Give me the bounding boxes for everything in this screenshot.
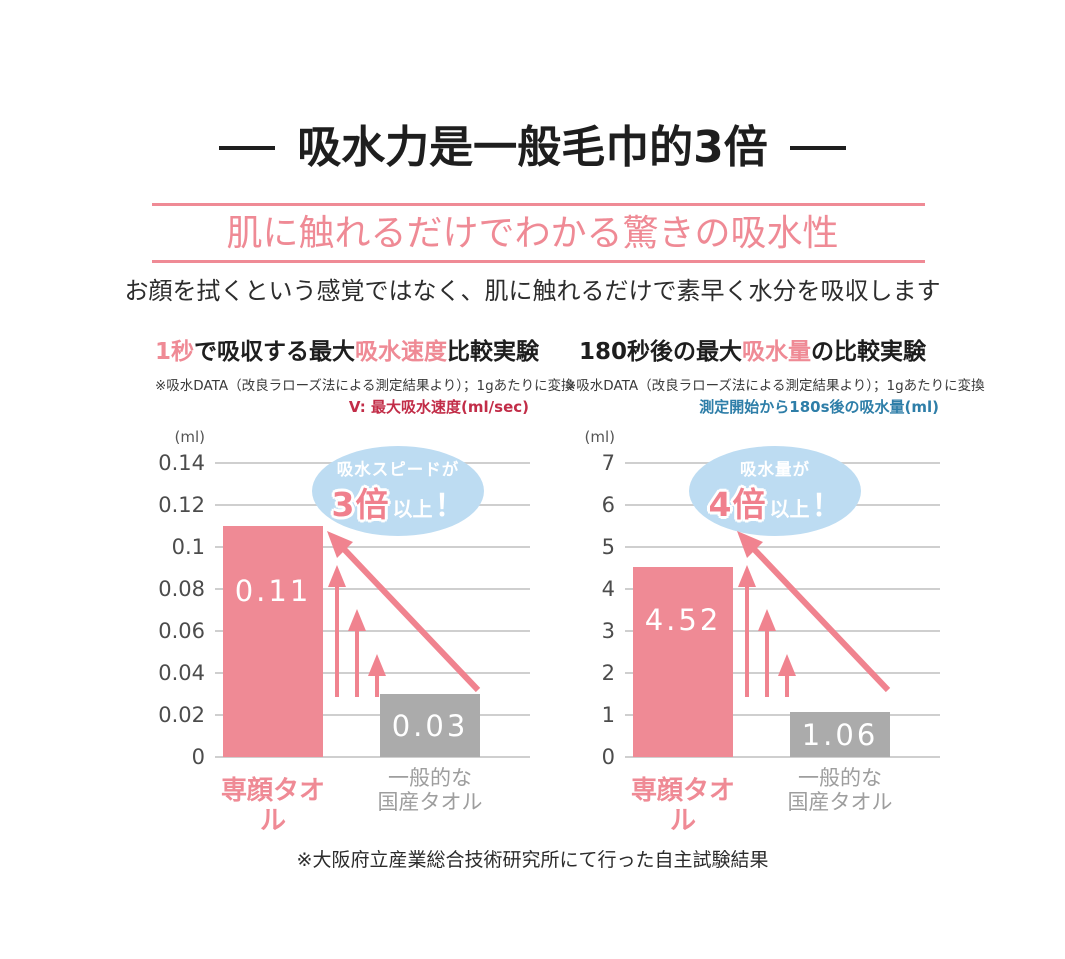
banner-heading: 肌に触れるだけでわかる驚きの吸水性 xyxy=(226,213,839,254)
subtitle-text: お顔を拭くという感覚ではなく、肌に触れるだけで素早く水分を吸収します xyxy=(124,277,941,305)
chart-canvas: (ml) 吸水量が 4倍 以上 ！ xyxy=(565,422,945,836)
y-tick-label: 0.06 xyxy=(158,619,205,643)
x-category-label-line: 一般的な xyxy=(798,766,882,790)
page-title: 吸水力是一般毛巾的3倍 xyxy=(297,122,768,173)
axis-definition-note: 測定開始から180s後の吸水量(ml) xyxy=(699,398,939,416)
y-tick-label: 6 xyxy=(601,493,615,517)
gridline xyxy=(215,714,530,716)
y-tick-label: 0.04 xyxy=(158,661,205,685)
main-title-row: 吸水力是一般毛巾的3倍 xyxy=(0,122,1065,174)
bar-value-label: 0.11 xyxy=(234,573,312,608)
bubble-multiplier: 3倍 xyxy=(331,485,390,524)
y-axis-unit-label: (ml) xyxy=(174,428,205,446)
x-category-label-line: 一般的な xyxy=(388,766,472,790)
x-category-label-line: 国産タオル xyxy=(787,790,893,814)
y-tick-label: 0.1 xyxy=(171,535,205,559)
x-category-label-line: 国産タオル xyxy=(377,790,483,814)
chart-absorption-speed: 1秒で吸収する最大吸水速度比較実験 ※吸水DATA（改良ラローズ法による測定結果… xyxy=(155,338,575,836)
x-category-label: 一般的な 国産タオル xyxy=(370,766,490,814)
bubble-suffix: 以上 xyxy=(769,497,810,521)
chart-data-note: ※吸水DATA（改良ラローズ法による測定結果より）；1gあたりに変換 xyxy=(155,378,575,394)
x-category-label: 一般的な 国産タオル xyxy=(780,766,900,814)
gridline xyxy=(215,756,530,758)
divider-line-bottom xyxy=(152,260,925,263)
chart-title-segment: で吸収する最大 xyxy=(194,339,356,365)
y-tick-label: 2 xyxy=(601,661,615,685)
y-tick-label: 7 xyxy=(601,451,615,475)
bubble-emphasis-row: 4倍 以上 ！ xyxy=(709,478,842,526)
chart-title-segment: 吸水量 xyxy=(742,339,812,365)
x-category-label-line: 専顔タオル xyxy=(630,776,735,836)
bubble-suffix: 以上 xyxy=(392,497,433,521)
bar-value-label: 0.03 xyxy=(391,708,469,743)
bubble-exclamation: ！ xyxy=(811,489,842,524)
bar-value-label: 1.06 xyxy=(801,717,879,752)
x-category-label-line: 専顔タオル xyxy=(220,776,325,836)
bubble-multiplier: 4倍 xyxy=(708,485,767,524)
divider-line-top xyxy=(152,203,925,206)
axis-definition-note: V: 最大吸水速度(ml/sec) xyxy=(348,398,529,416)
chart-title-segment: 1秒 xyxy=(155,339,195,365)
title-dash-left-icon xyxy=(219,146,276,150)
gridline xyxy=(625,756,940,758)
y-tick-label: 1 xyxy=(601,703,615,727)
y-tick-label: 0.02 xyxy=(158,703,205,727)
y-tick-label: 5 xyxy=(601,535,615,559)
bubble-caption: 吸水量が xyxy=(740,460,810,479)
pink-bar xyxy=(223,526,323,757)
highlight-bubble: 吸水スピードが 3倍 以上 ！ xyxy=(312,446,484,536)
y-tick-label: 0.12 xyxy=(158,493,205,517)
gridline xyxy=(625,714,940,716)
title-dash-right-icon xyxy=(789,146,846,150)
y-tick-label: 0 xyxy=(601,745,615,769)
bubble-emphasis-row: 3倍 以上 ！ xyxy=(332,478,465,526)
x-category-label: 専顔タオル xyxy=(623,776,743,836)
chart-title-segment: 吸水速度 xyxy=(355,339,448,365)
x-category-label: 専顔タオル xyxy=(213,776,333,836)
gray-bar xyxy=(380,694,480,757)
y-axis-unit-label: (ml) xyxy=(584,428,615,446)
y-tick-label: 0 xyxy=(191,745,205,769)
bar-value-label: 4.52 xyxy=(644,603,722,638)
y-tick-label: 0.08 xyxy=(158,577,205,601)
chart-title-segment: の比較実験 xyxy=(811,339,927,365)
chart-canvas: (ml) 吸水スピードが 3倍 以上 ！ xyxy=(155,422,535,836)
y-tick-label: 3 xyxy=(601,619,615,643)
pink-bar xyxy=(633,567,733,757)
chart-title: 1秒で吸収する最大吸水速度比較実験 xyxy=(155,338,539,366)
highlight-bubble: 吸水量が 4倍 以上 ！ xyxy=(689,446,861,536)
source-footnote: ※大阪府立産業総合技術研究所にて行った自主試験結果 xyxy=(296,849,769,871)
bubble-caption: 吸水スピードが xyxy=(336,460,460,479)
chart-title-segment: 比較実験 xyxy=(447,339,540,365)
chart-absorption-amount: 180秒後の最大吸水量の比較実験 ※吸水DATA（改良ラローズ法による測定結果よ… xyxy=(565,338,985,836)
chart-title-segment: 180秒後の最大 xyxy=(579,339,743,365)
bubble-exclamation: ！ xyxy=(434,489,465,524)
y-tick-label: 4 xyxy=(601,577,615,601)
chart-title: 180秒後の最大吸水量の比較実験 xyxy=(579,338,926,366)
gridline xyxy=(625,546,940,548)
gray-bar xyxy=(790,712,890,757)
chart-data-note: ※吸水DATA（改良ラローズ法による測定結果より）；1gあたりに変換 xyxy=(565,378,985,394)
y-tick-label: 0.14 xyxy=(158,451,205,475)
